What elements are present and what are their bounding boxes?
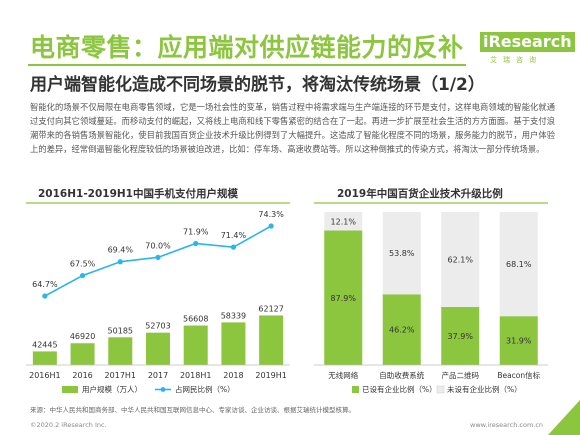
- bar-set: [324, 230, 363, 365]
- line-value-label: 74.3%: [258, 210, 284, 219]
- bar-value-label: 37.9%: [448, 332, 474, 341]
- line-point: [42, 293, 48, 299]
- x-tick-label: 2019H1: [255, 371, 286, 380]
- x-tick-label: 2016: [72, 371, 92, 380]
- line-point: [117, 259, 123, 265]
- bar: [108, 337, 133, 365]
- x-tick-label: 2018: [223, 371, 243, 380]
- line-point: [193, 240, 199, 247]
- bar-unset: [441, 212, 480, 308]
- bar: [70, 343, 95, 365]
- x-tick-label: 无线网络: [328, 370, 358, 380]
- legend-label: 已设有企业比例（%）: [362, 384, 437, 394]
- bar-set: [499, 316, 538, 365]
- bar-value-label: 46.2%: [389, 326, 415, 335]
- page-corner: [548, 400, 580, 435]
- bar-value-label: 52703: [145, 322, 170, 331]
- legend-swatch-unset: [436, 385, 445, 394]
- bar-unset: [324, 212, 363, 231]
- x-tick-label: 产品二维码: [442, 370, 480, 380]
- page-title: 电商零售：应用端对供应链能力的反补: [30, 33, 464, 62]
- page-number: 9: [559, 412, 565, 421]
- bar-value-label: 68.1%: [506, 260, 532, 269]
- legend-marker: [160, 387, 166, 392]
- bar-value-label: 46920: [70, 332, 95, 341]
- x-tick-label: 2016H1: [29, 371, 60, 380]
- line-value-label: 71.4%: [221, 231, 247, 240]
- x-tick-label: Beacon信标: [497, 370, 540, 380]
- source-note: 来源：中华人民共和国商务部、中华人民共和国互联网信息中心、专家访谈、企业访谈、根…: [30, 406, 355, 414]
- logo-tagline: 艾瑞咨询: [490, 56, 542, 64]
- iresearch-logo: iResearch 艾瑞咨询: [476, 28, 575, 72]
- website-url: www.iresearch.com.cn: [470, 421, 544, 429]
- line-value-label: 69.4%: [108, 246, 134, 255]
- bar: [32, 351, 57, 365]
- bar-unset: [499, 212, 538, 317]
- bar-value-label: 56608: [183, 315, 208, 324]
- page-subtitle: 用户端智能化造成不同场景的脱节，将淘汰传统场景（1/2）: [30, 75, 485, 95]
- chart1-title: 2016H1-2019H1中国手机支付用户规模: [38, 188, 238, 200]
- legend-label: 用户规模（万人）: [82, 384, 142, 394]
- chart1-group: 42445 2016H1 46920 2016 50185 2017H1 52703 2017…: [26, 210, 290, 394]
- x-tick-label: 2017: [148, 371, 168, 380]
- legend-swatch-bar: [62, 386, 78, 393]
- bar: [259, 315, 284, 365]
- line-value-label: 64.7%: [32, 280, 58, 289]
- x-tick-label: 自助收费系统: [379, 370, 424, 380]
- line-point: [230, 244, 237, 250]
- bar-value-label: 50185: [108, 326, 133, 335]
- body-paragraph: 智能化的场景不仅局限在电商零售领域，它是一场社会性的变革，销售过程中将需求端与生…: [30, 102, 555, 154]
- bar-set: [441, 307, 480, 365]
- bar-unset: [382, 212, 421, 295]
- bar-value-label: 12.1%: [331, 217, 357, 226]
- bar: [146, 332, 170, 365]
- bar-value-label: 31.9%: [506, 337, 532, 346]
- x-tick-label: 2017H1: [105, 371, 136, 380]
- chart2-group: 87.9% 12.1% 无线网络 46.2% 53.8% 自助收费系统 37.9% 62.1%…: [314, 212, 548, 394]
- bar-value-label: 62.1%: [448, 256, 474, 265]
- legend-label: 占网民比例（%）: [175, 384, 235, 394]
- line-value-label: 71.9%: [183, 228, 209, 237]
- line-point: [155, 254, 161, 260]
- legend-label: 未设有企业比例（%）: [447, 384, 522, 394]
- bar-value-label: 53.8%: [389, 249, 415, 258]
- bar-value-label: 42445: [32, 340, 57, 349]
- title-divider: [28, 64, 466, 66]
- line-value-label: 67.5%: [70, 260, 96, 269]
- copyright: ©2020.2 iResearch Inc.: [30, 421, 107, 429]
- legend-swatch-set: [352, 386, 359, 393]
- bar-set: [382, 294, 421, 365]
- x-tick-label: 2018H1: [180, 371, 211, 380]
- chart2-title: 2019年中国百货企业技术升级比例: [337, 188, 503, 200]
- bar: [183, 325, 208, 365]
- line-point: [268, 223, 274, 229]
- bar: [221, 322, 246, 365]
- bar-value-label: 58339: [221, 311, 246, 320]
- line-point: [79, 272, 86, 279]
- line-value-label: 70.0%: [145, 241, 171, 250]
- logo-brand: iResearch: [480, 32, 575, 52]
- bar-value-label: 87.9%: [331, 294, 357, 303]
- bar-value-label: 62127: [258, 304, 283, 313]
